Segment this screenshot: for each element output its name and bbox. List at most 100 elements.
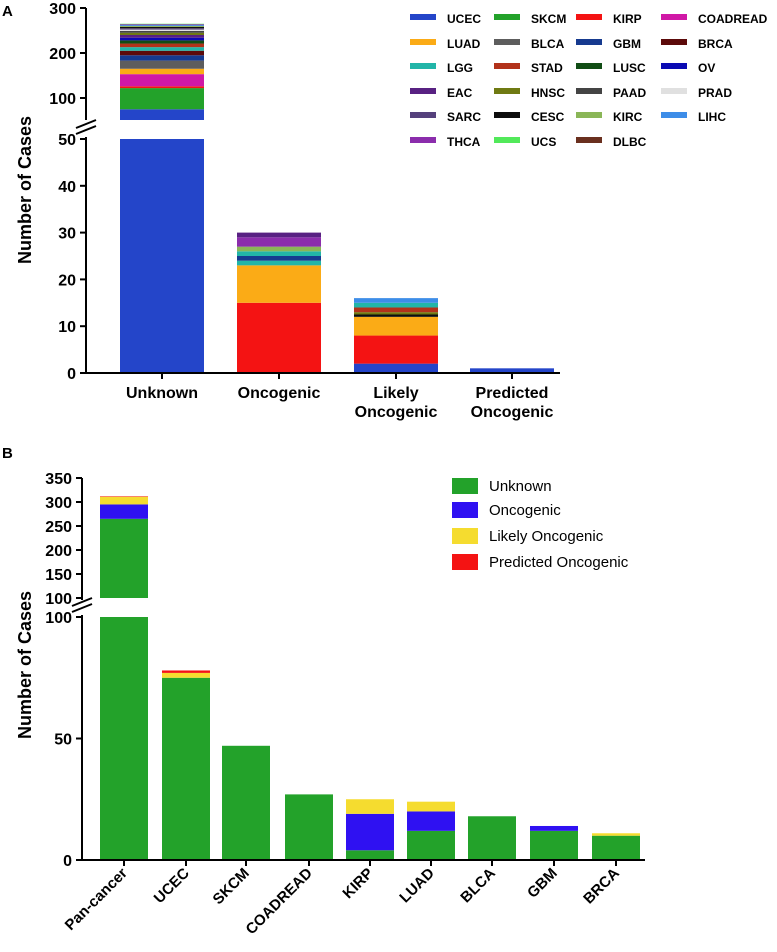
legend-swatch-dlbc (576, 137, 602, 143)
bar-segment-luad (237, 265, 321, 303)
bar-segment-unknown (100, 518, 148, 598)
bar-segment-luad (120, 68, 204, 75)
legend-label-dlbc: DLBC (613, 135, 647, 149)
bar-segment-blca (120, 60, 204, 69)
bar-segment-predicted-oncogenic (162, 670, 210, 673)
y-tick-label: 150 (45, 567, 72, 584)
bar-segment-likely-oncogenic (592, 833, 640, 836)
x-category-label: Likely (373, 385, 418, 402)
legend-swatch-likely-oncogenic (452, 528, 478, 544)
y-axis-label: Number of Cases (15, 591, 35, 739)
y-tick-label: 0 (63, 853, 72, 870)
y-tick-label: 50 (58, 132, 76, 149)
bar-segment-prad (120, 29, 204, 31)
legend-swatch-hnsc (494, 88, 520, 94)
y-tick-label: 200 (49, 46, 76, 63)
x-category-label: SKCM (210, 865, 253, 908)
y-tick-label: 100 (45, 610, 72, 627)
x-category-label: LUAD (396, 865, 438, 907)
bar-segment-coadread (120, 74, 204, 87)
bar-segment-unknown (285, 794, 333, 860)
y-tick-label: 0 (67, 366, 76, 383)
x-category-label: Oncogenic (355, 404, 438, 421)
bar-segment-unknown (530, 830, 578, 860)
legend-label-prad: PRAD (698, 86, 732, 100)
legend-swatch-coadread (661, 14, 687, 20)
legend-label-kirc: KIRC (613, 110, 643, 124)
bar-segment-likely-oncogenic (346, 799, 394, 814)
bar-segment-oncogenic (407, 811, 455, 831)
legend-swatch-kirp (576, 14, 602, 20)
legend-swatch-kirc (576, 112, 602, 118)
y-tick-label: 10 (58, 319, 76, 336)
bar-segment-gbm (120, 55, 204, 61)
legend-swatch-cesc (494, 112, 520, 118)
x-category-label: Predicted (476, 385, 549, 402)
bar-segment-unknown (468, 816, 516, 860)
bar-segment-gbm (237, 256, 321, 261)
bar-segment-hnsc (120, 32, 204, 35)
bar-segment-unknown (346, 850, 394, 860)
bar-segment-hnsc (354, 312, 438, 315)
bar-segment-sarc (120, 28, 204, 30)
bar-segment-unknown (100, 617, 148, 860)
bar-segment-kirp (120, 86, 204, 89)
y-tick-label: 40 (58, 179, 76, 196)
bar-segment-brca (120, 50, 204, 56)
legend-label-unknown: Unknown (489, 478, 552, 495)
y-tick-label: 250 (45, 519, 72, 536)
legend-swatch-ucec (410, 14, 436, 20)
bar-segment-kirp (237, 302, 321, 373)
legend-swatch-sarc (410, 112, 436, 118)
bar-segment-thca (237, 237, 321, 247)
legend-label-luad: LUAD (447, 37, 481, 51)
legend-label-skcm: SKCM (531, 12, 566, 26)
legend-label-cesc: CESC (531, 110, 565, 124)
legend-label-ov: OV (698, 61, 715, 75)
x-category-label: KIRP (339, 865, 376, 902)
bar-segment-unknown (222, 745, 270, 860)
panel-a-chart: 0 10 20 30 40 50 100 200 300 Unknown Oncogenic Like… (15, 1, 768, 421)
x-category-label: BLCA (457, 865, 499, 907)
legend-label-coadread: COADREAD (698, 12, 768, 26)
legend-swatch-stad (494, 63, 520, 69)
y-tick-label: 350 (45, 471, 72, 488)
x-category-label: COADREAD (243, 865, 316, 938)
legend-label-paad: PAAD (613, 86, 646, 100)
bar-segment-stad (354, 307, 438, 313)
legend-label-thca: THCA (447, 135, 481, 149)
legend-swatch-luad (410, 39, 436, 45)
bar-segment-oncogenic (530, 825, 578, 831)
bar-segment-likely-oncogenic (407, 801, 455, 812)
legend-label-oncogenic: Oncogenic (489, 502, 561, 519)
bar-segment-ucec (120, 109, 204, 120)
y-axis-label: Number of Cases (15, 116, 35, 264)
bar-segment-eac (120, 35, 204, 38)
y-tick-label: 30 (58, 226, 76, 243)
legend-swatch-unknown (452, 478, 478, 494)
legend-label-eac: EAC (447, 86, 473, 100)
bar-segment-ucec (470, 368, 554, 373)
bar-segment-oncogenic (100, 504, 148, 519)
y-tick-label: 100 (45, 591, 72, 608)
legend-label-sarc: SARC (447, 110, 481, 124)
bar-segment-kirc (237, 246, 321, 252)
bar-segment-ucec (354, 363, 438, 373)
legend-label-ucec: UCEC (447, 12, 481, 26)
x-category-label: UCEC (151, 865, 193, 907)
bar-segment-unknown (407, 830, 455, 860)
legend-label-lihc: LIHC (698, 110, 726, 124)
legend-swatch-thca (410, 137, 436, 143)
legend-swatch-lihc (661, 112, 687, 118)
legend-label-predicted-oncogenic: Predicted Oncogenic (489, 554, 629, 571)
bar-segment-skcm (120, 88, 204, 110)
legend-label-ucs: UCS (531, 135, 556, 149)
x-category-label: GBM (524, 865, 561, 902)
bar-segment-eac (237, 232, 321, 238)
bar-segment-ov (120, 37, 204, 41)
x-category-label: Pan-cancer (62, 865, 131, 934)
bar-segment-stad (120, 43, 204, 48)
x-category-label: BRCA (580, 865, 623, 908)
legend-label-hnsc: HNSC (531, 86, 565, 100)
